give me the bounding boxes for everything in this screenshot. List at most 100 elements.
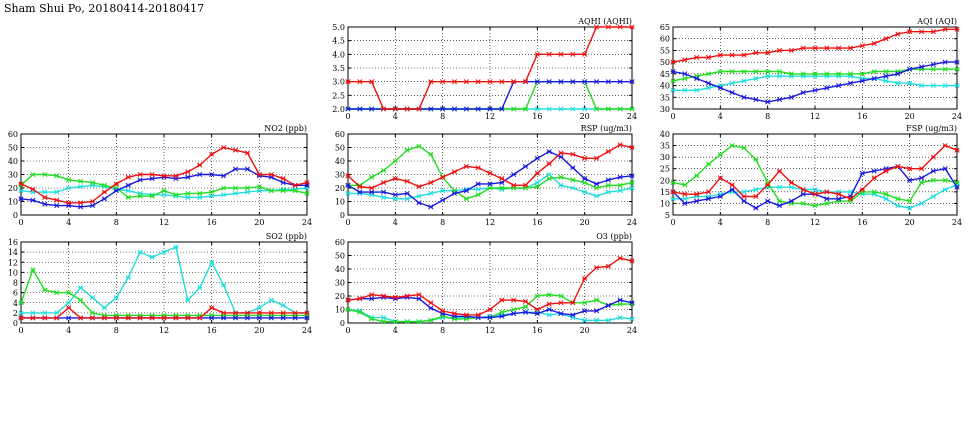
data-point [487, 306, 493, 313]
data-point [776, 203, 783, 209]
data-point [522, 163, 529, 169]
data-point [451, 310, 458, 317]
chart-title: RSP (ug/m3) [581, 124, 632, 133]
y-tick-label: 65 [660, 23, 670, 32]
data-point [546, 292, 552, 298]
data-point [137, 193, 143, 199]
data-point [859, 186, 865, 193]
data-point [511, 297, 517, 303]
x-tick-label: 8 [765, 112, 770, 121]
data-point [54, 197, 60, 203]
x-tick-label: 4 [393, 218, 398, 227]
data-point [511, 306, 517, 313]
x-tick-label: 12 [485, 112, 495, 121]
data-point [847, 196, 854, 202]
y-tick-label: 5.0 [332, 23, 345, 32]
data-point [741, 145, 747, 151]
data-point [871, 175, 877, 181]
data-point [907, 66, 913, 72]
data-point [369, 106, 375, 112]
data-point [593, 155, 600, 161]
data-point [558, 79, 564, 85]
x-tick-label: 4 [66, 326, 71, 335]
data-point [511, 79, 517, 85]
data-point [593, 297, 600, 303]
data-point [765, 50, 771, 56]
data-point [918, 64, 925, 70]
data-point [605, 24, 611, 30]
x-tick-label: 0 [670, 112, 675, 121]
data-point [357, 309, 363, 315]
data-point [499, 185, 505, 191]
data-point [125, 274, 131, 280]
data-point [89, 310, 96, 316]
data-point [836, 83, 842, 89]
data-point [18, 188, 24, 194]
data-point [954, 83, 960, 89]
data-point [918, 200, 925, 206]
data-point [42, 287, 48, 293]
data-point [582, 300, 588, 306]
data-point [753, 68, 759, 75]
data-point [871, 75, 877, 82]
data-point [593, 185, 600, 191]
data-point [89, 315, 96, 321]
data-point [753, 205, 759, 211]
data-point [416, 106, 422, 112]
data-point [871, 189, 877, 195]
data-point [66, 200, 72, 206]
data-point [883, 36, 889, 42]
data-point [629, 144, 635, 151]
data-point [582, 317, 588, 323]
x-tick-label: 4 [393, 112, 398, 121]
data-point [942, 166, 948, 172]
x-tick-label: 4 [66, 218, 71, 227]
data-point [440, 79, 446, 85]
data-point [89, 198, 96, 205]
data-point [256, 305, 262, 311]
data-point [451, 79, 458, 85]
data-point [185, 174, 191, 180]
data-point [605, 317, 611, 323]
x-tick-label: 12 [159, 218, 169, 227]
data-point [836, 196, 842, 202]
series-red [345, 24, 635, 112]
data-point [859, 170, 865, 176]
data-point [824, 189, 830, 195]
data-point [463, 196, 469, 202]
data-point [232, 185, 239, 191]
data-point [954, 59, 960, 65]
data-point [101, 189, 107, 195]
data-point [30, 171, 36, 178]
data-point [895, 203, 901, 209]
data-point [788, 184, 794, 190]
x-tick-label: 20 [254, 218, 264, 227]
data-point [78, 200, 84, 206]
data-point [173, 244, 179, 250]
data-point [824, 71, 830, 77]
y-tick-label: 30 [660, 105, 670, 114]
data-point [66, 290, 72, 296]
data-point [800, 191, 806, 197]
data-point [670, 196, 676, 202]
data-point [942, 177, 948, 183]
data-point [137, 171, 143, 178]
y-tick-label: 40 [660, 130, 670, 139]
data-point [883, 191, 889, 197]
data-point [428, 180, 434, 186]
series-green [345, 143, 635, 202]
data-point [18, 181, 24, 187]
data-point [416, 292, 422, 298]
data-point [907, 198, 913, 204]
data-point [197, 194, 203, 201]
data-point [558, 310, 564, 317]
data-point [345, 182, 351, 188]
data-point [209, 189, 215, 195]
data-point [487, 315, 493, 321]
data-point [570, 51, 576, 57]
data-point [629, 24, 635, 30]
y-tick-label: 50 [335, 144, 345, 153]
data-point [30, 186, 36, 192]
data-point [268, 171, 274, 178]
data-point [629, 180, 635, 186]
